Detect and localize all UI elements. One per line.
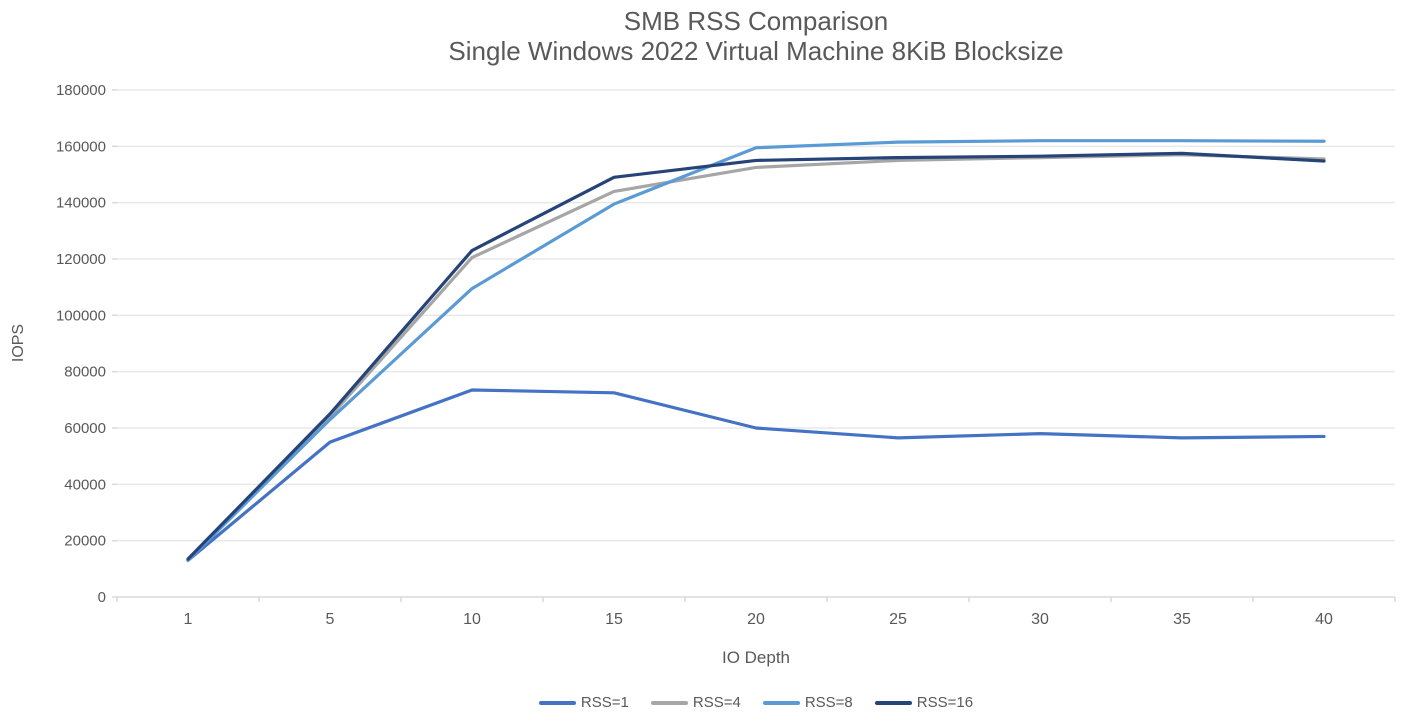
x-tick-label: 35 bbox=[1173, 611, 1191, 628]
x-tick-label: 30 bbox=[1031, 611, 1049, 628]
legend-line-swatch bbox=[762, 700, 800, 705]
chart-title-line1: SMB RSS Comparison bbox=[623, 6, 889, 36]
x-tick-label: 40 bbox=[1315, 611, 1333, 628]
x-tick-label: 15 bbox=[605, 611, 623, 628]
legend-item-rss-1: RSS=1 bbox=[538, 694, 629, 711]
chart-title-line2: Single Windows 2022 Virtual Machine 8KiB… bbox=[448, 36, 1064, 66]
legend-line-swatch bbox=[650, 700, 688, 705]
legend-line-swatch bbox=[874, 700, 912, 705]
y-tick-label: 180000 bbox=[56, 82, 106, 99]
legend-item-label: RSS=8 bbox=[804, 694, 853, 711]
x-tick-label: 25 bbox=[889, 611, 907, 628]
y-tick-label: 140000 bbox=[56, 195, 106, 212]
y-tick-label: 160000 bbox=[56, 138, 106, 155]
series-line-rss-8 bbox=[186, 139, 1326, 562]
chart-title: SMB RSS Comparison Single Windows 2022 V… bbox=[117, 6, 1395, 66]
y-tick-label: 40000 bbox=[64, 476, 106, 493]
x-tick-label: 1 bbox=[184, 611, 193, 628]
y-tick-label: 80000 bbox=[64, 364, 106, 381]
legend-item-label: RSS=4 bbox=[692, 694, 741, 711]
y-axis-title: IOPS bbox=[10, 323, 27, 363]
series-line-rss-4 bbox=[186, 153, 1326, 562]
series-line-rss-1 bbox=[186, 388, 1326, 562]
x-axis-title: IO Depth bbox=[721, 648, 791, 667]
legend-item-rss-16: RSS=16 bbox=[874, 694, 974, 711]
x-tick-label: 10 bbox=[463, 611, 481, 628]
legend-item-label: RSS=1 bbox=[580, 694, 629, 711]
y-tick-label: 120000 bbox=[56, 251, 106, 268]
x-tick-label: 20 bbox=[747, 611, 765, 628]
y-tick-label: 0 bbox=[98, 589, 106, 606]
y-tick-label: 20000 bbox=[64, 533, 106, 550]
legend: RSS=1 RSS=4 RSS=8 RSS=16 bbox=[117, 694, 1395, 711]
legend-line-swatch bbox=[538, 700, 576, 705]
legend-item-rss-8: RSS=8 bbox=[762, 694, 853, 711]
legend-item-rss-4: RSS=4 bbox=[650, 694, 741, 711]
series-line-rss-16 bbox=[186, 151, 1326, 561]
legend-item-label: RSS=16 bbox=[916, 694, 974, 711]
y-tick-label: 60000 bbox=[64, 420, 106, 437]
x-tick-label: 5 bbox=[326, 611, 335, 628]
y-tick-label: 100000 bbox=[56, 307, 106, 324]
